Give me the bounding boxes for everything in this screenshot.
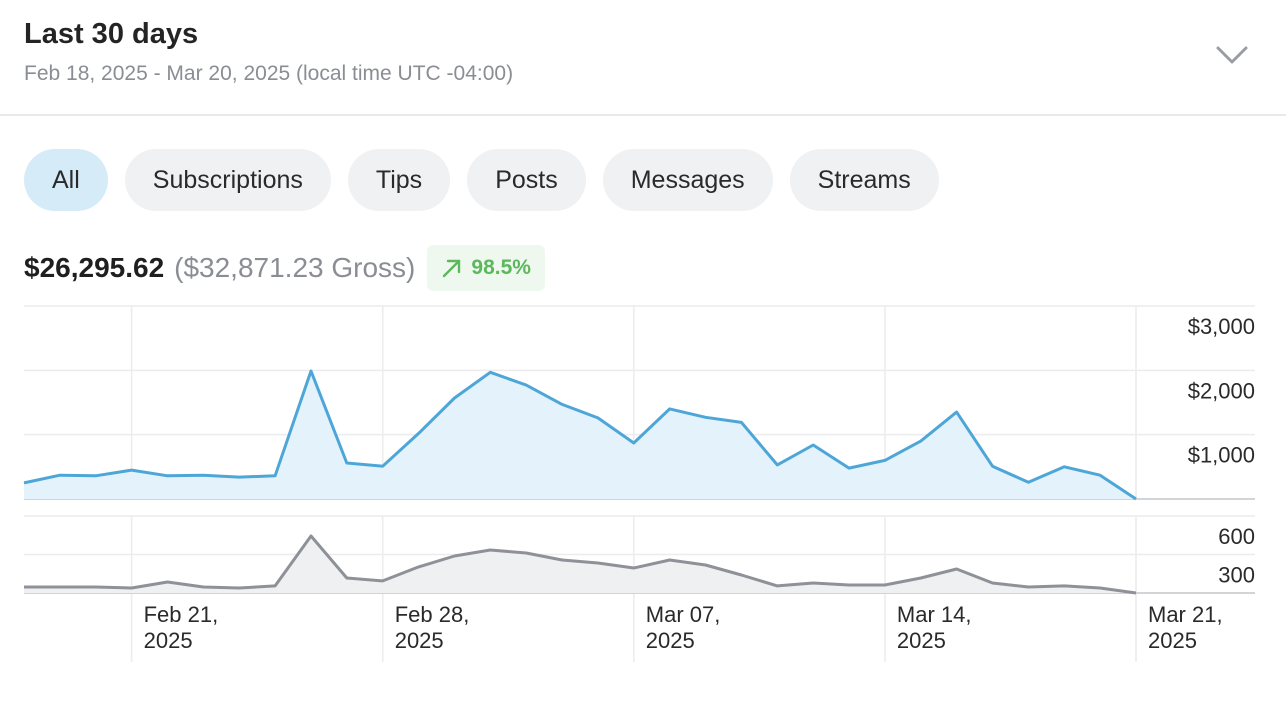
header-title: Last 30 days [24,18,199,50]
y-tick-label: $3,000 [1188,314,1255,339]
filter-tab[interactable]: Streams [789,149,939,211]
y-tick-label: $2,000 [1188,378,1255,403]
x-tick-label: Mar 07, 2025 [645,602,721,653]
change-value: 98.5% [471,256,531,279]
x-tick-label: Feb 21, 2025 [143,602,219,653]
y-tick-label: $1,000 [1188,443,1255,468]
filter-tab[interactable]: Subscriptions [124,149,331,211]
header-subtitle: Feb 18, 2025 - Mar 20, 2025 (local time … [24,62,514,85]
x-tick-label: Mar 21, 2025 [1148,602,1223,653]
divider [0,114,1286,116]
up-arrow-icon [443,259,461,278]
filter-tab[interactable]: Posts [467,149,586,211]
net-total: $26,295.62 [24,252,165,283]
filter-tab[interactable]: All [24,149,108,211]
filter-tab[interactable]: Tips [347,149,451,211]
filter-tabs: All Subscriptions Tips Posts Messages Streams [24,149,939,211]
line-series [24,534,1137,595]
x-tick-label: Feb 28, 2025 [394,602,470,653]
gross-total: ($32,871.23 Gross) [174,252,416,283]
y-tick-label: 600 [1218,524,1255,549]
filter-tab[interactable]: Messages [602,149,773,211]
summary: $26,295.62 ($32,871.23 Gross) 98.5% [24,244,545,292]
x-tick-label: Mar 14, 2025 [896,602,972,653]
change-badge: 98.5% [427,245,545,291]
y-tick-label: 300 [1218,563,1255,588]
line-series [23,369,1137,501]
expand-chevron[interactable] [1214,42,1250,68]
